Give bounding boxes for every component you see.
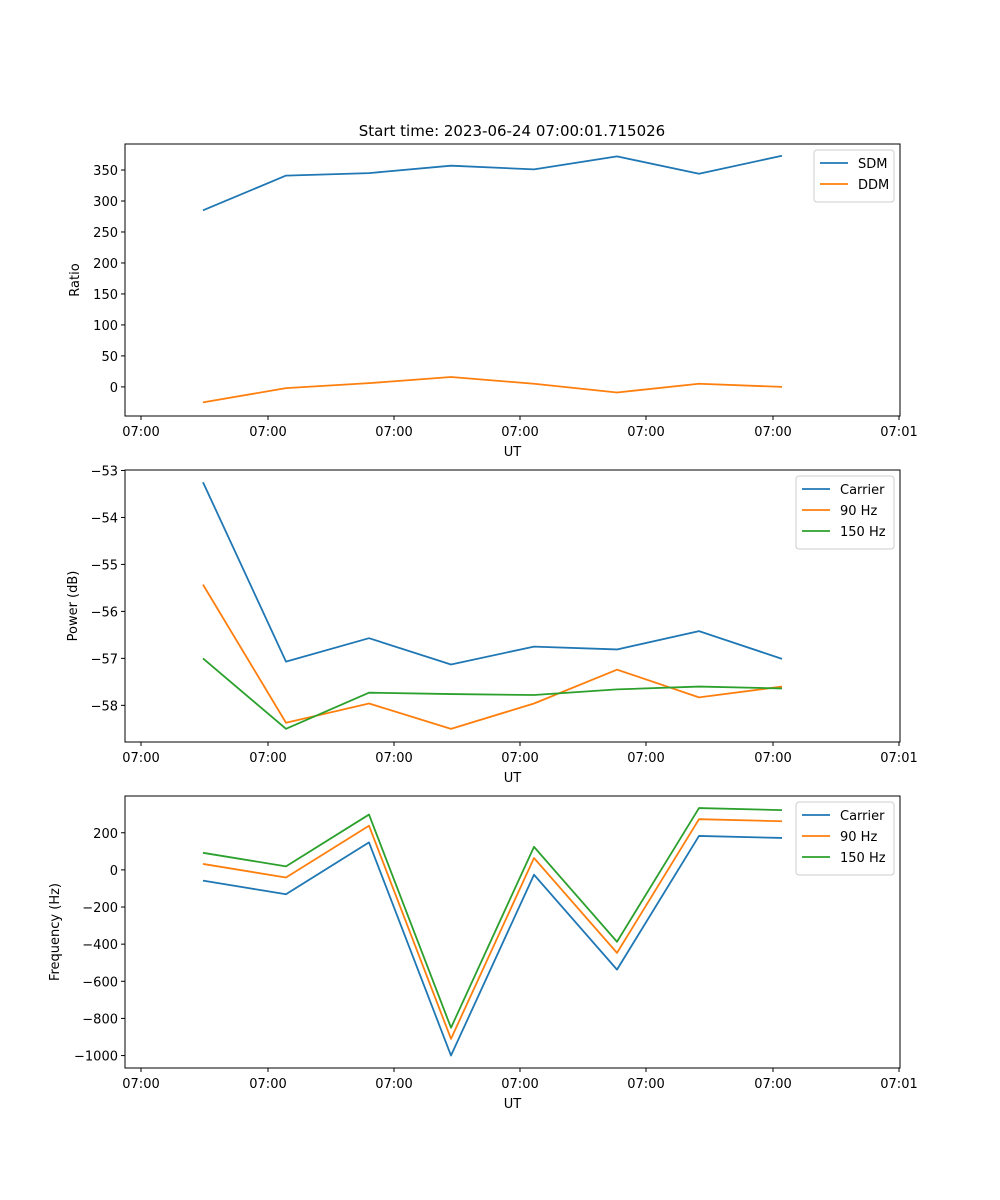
x-tick-label: 07:00 [754, 1077, 791, 1092]
y-tick-label: −200 [82, 901, 118, 916]
y-tick-label: −56 [91, 605, 118, 620]
y-tick-label: −1000 [74, 1050, 118, 1065]
panel-3: 07:00 07:00 07:00 07:00 07:00 07:00 07:01 UT −10… [48, 795, 918, 1112]
plot-frame [124, 143, 901, 417]
x-tick-label: 07:00 [754, 425, 791, 440]
x-tick-label: 07:00 [375, 751, 412, 766]
legend-entry: 90 Hz [840, 504, 877, 519]
panel-1: 07:00 07:00 07:00 07:00 07:00 07:00 07:01 UT 0 50… [68, 143, 918, 460]
x-tick-label: 07:00 [754, 751, 791, 766]
x-tick-label: 07:00 [122, 1077, 159, 1092]
y-axis-label: Ratio [68, 263, 83, 296]
y-tick-label: 0 [110, 864, 118, 879]
legend: Carrier 90 Hz 150 Hz [795, 475, 895, 550]
y-tick-label: −54 [91, 511, 118, 526]
y-tick-label: 350 [93, 164, 118, 179]
x-axis-label: UT [504, 771, 522, 786]
x-tick-label: 07:00 [249, 425, 286, 440]
legend: SDM DDM [813, 149, 895, 203]
y-axis-label: Frequency (Hz) [48, 883, 63, 981]
x-tick-label: 07:01 [880, 425, 917, 440]
x-tick-label: 07:00 [627, 425, 664, 440]
y-tick-label: 150 [93, 288, 118, 303]
chart-title: Start time: 2023-06-24 07:00:01.715026 [359, 122, 665, 140]
y-tick-label: −800 [82, 1012, 118, 1027]
x-tick-label: 07:00 [501, 1077, 538, 1092]
x-tick-label: 07:00 [249, 1077, 286, 1092]
y-tick-label: 200 [93, 257, 118, 272]
legend-entry: Carrier [840, 483, 885, 498]
y-tick-label: −57 [91, 652, 118, 667]
x-tick-label: 07:00 [627, 1077, 664, 1092]
panel-2: 07:00 07:00 07:00 07:00 07:00 07:00 07:01 UT −58… [66, 464, 918, 786]
x-tick-label: 07:00 [501, 751, 538, 766]
series-line-2-1 [202, 481, 783, 666]
x-tick-label: 07:00 [375, 425, 412, 440]
y-tick-label: 0 [110, 381, 118, 396]
plot-frame [124, 795, 901, 1069]
x-tick-label: 07:00 [249, 751, 286, 766]
x-axis-label: UT [504, 445, 522, 460]
series-line-1-1 [202, 154, 783, 212]
legend-entry: 150 Hz [840, 525, 886, 540]
series-line-3-2 [202, 818, 783, 1040]
y-tick-label: 250 [93, 226, 118, 241]
y-axis-label: Power (dB) [66, 571, 81, 642]
series-line-3-1 [202, 835, 783, 1057]
y-tick-label: 200 [93, 827, 118, 842]
series-line-1-2 [202, 376, 783, 404]
x-tick-label: 07:00 [122, 425, 159, 440]
legend-entry: 90 Hz [840, 830, 877, 845]
series-line-2-2 [202, 584, 783, 730]
legend: Carrier 90 Hz 150 Hz [795, 801, 895, 876]
y-tick-label: −400 [82, 938, 118, 953]
y-tick-label: −600 [82, 975, 118, 990]
legend-entry: 150 Hz [840, 851, 886, 866]
legend-entry: DDM [858, 178, 889, 193]
x-axis-label: UT [504, 1097, 522, 1112]
x-tick-label: 07:00 [501, 425, 538, 440]
x-tick-label: 07:00 [122, 751, 159, 766]
y-tick-label: −58 [91, 699, 118, 714]
x-tick-label: 07:00 [627, 751, 664, 766]
y-tick-label: −55 [91, 558, 118, 573]
x-tick-label: 07:01 [880, 1077, 917, 1092]
y-tick-label: 100 [93, 319, 118, 334]
x-tick-label: 07:01 [880, 751, 917, 766]
x-tick-label: 07:00 [375, 1077, 412, 1092]
plot-frame [124, 469, 901, 743]
y-tick-label: 300 [93, 195, 118, 210]
series-line-2-3 [202, 657, 783, 730]
series-line-3-3 [202, 807, 783, 1029]
y-tick-label: 50 [101, 350, 118, 365]
legend-entry: SDM [858, 157, 887, 172]
y-tick-label: −53 [91, 464, 118, 479]
legend-entry: Carrier [840, 809, 885, 824]
